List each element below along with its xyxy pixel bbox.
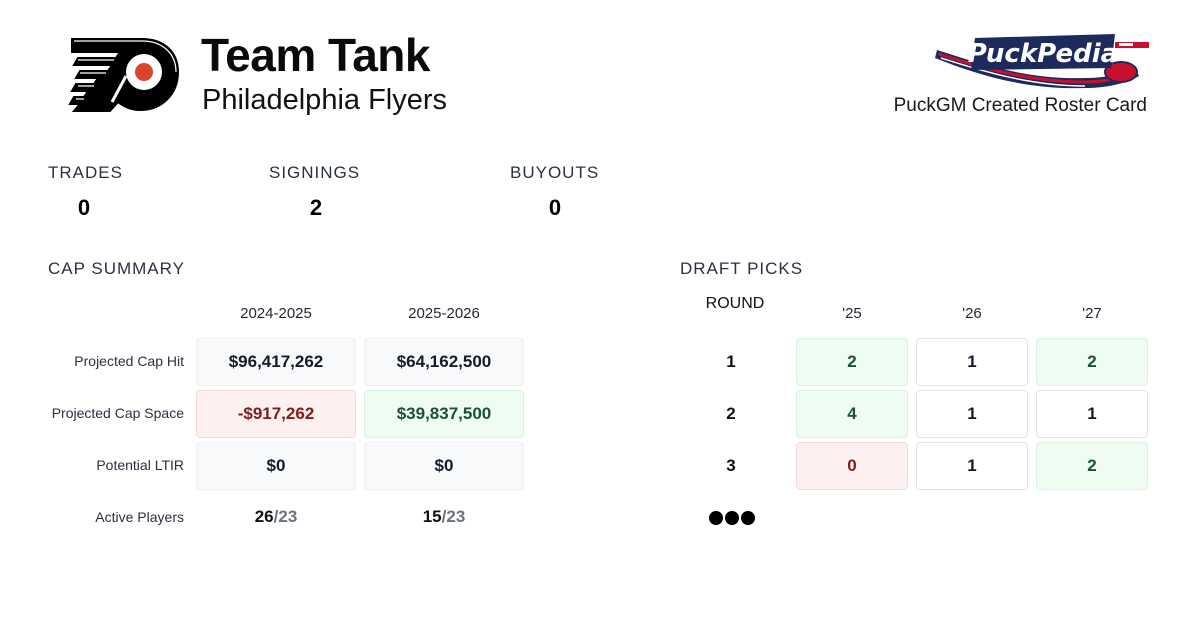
ltir-2025: $0 [364, 442, 524, 490]
season-header: 2024-2025 [240, 305, 312, 322]
flyers-logo-icon [68, 38, 180, 112]
round-number: 3 [726, 456, 736, 475]
pick-r1-25: 2 [796, 338, 908, 386]
ltir-2024: $0 [196, 442, 356, 490]
team-name: Team Tank [201, 29, 430, 81]
signings-label: SIGNINGS [269, 163, 361, 182]
draft-picks-title: DRAFT PICKS [680, 259, 804, 278]
cap-space-2024: -$917,262 [196, 390, 356, 438]
cap-hit-2024: $96,417,262 [196, 338, 356, 386]
team-logo [68, 36, 180, 114]
active-players-2024: 26/23 [196, 507, 356, 527]
active-max: /23 [273, 507, 298, 526]
buyouts-value: 0 [548, 195, 562, 220]
row-label-active-players: Active Players [95, 509, 184, 525]
ellipsis-icon [709, 511, 755, 525]
team-full-name: Philadelphia Flyers [202, 84, 448, 116]
pick-r2-26: 1 [916, 390, 1028, 438]
pick-r3-26: 1 [916, 442, 1028, 490]
trades-value: 0 [77, 195, 91, 220]
active-max: /23 [441, 507, 466, 526]
trades-label: TRADES [48, 163, 123, 182]
row-label-cap-hit: Projected Cap Hit [74, 353, 184, 369]
round-header: ROUND [705, 295, 765, 312]
pick-r3-25: 0 [796, 442, 908, 490]
pick-r3-27: 2 [1036, 442, 1148, 490]
cap-space-2025: $39,837,500 [364, 390, 524, 438]
year-header: '25 [842, 305, 862, 322]
pick-r1-27: 2 [1036, 338, 1148, 386]
active-count: 26 [254, 507, 274, 526]
pick-r2-25: 4 [796, 390, 908, 438]
active-players-2025: 15/23 [364, 507, 524, 527]
pick-r2-27: 1 [1036, 390, 1148, 438]
svg-text:PuckPedia: PuckPedia [968, 39, 1118, 69]
cap-hit-2025: $64,162,500 [364, 338, 524, 386]
round-number: 2 [726, 404, 736, 423]
puckpedia-logo: PuckPedia [935, 28, 1151, 90]
row-label-ltir: Potential LTIR [96, 457, 184, 473]
card-label: PuckGM Created Roster Card [893, 95, 1147, 116]
year-header: '27 [1082, 305, 1102, 322]
hockey-stick-icon: PuckPedia [935, 34, 1149, 89]
signings-value: 2 [309, 195, 323, 220]
round-number: 1 [726, 352, 736, 371]
buyouts-label: BUYOUTS [510, 163, 600, 182]
season-header: 2025-2026 [408, 305, 480, 322]
pick-r1-26: 1 [916, 338, 1028, 386]
row-label-cap-space: Projected Cap Space [51, 405, 184, 421]
year-header: '26 [962, 305, 982, 322]
cap-summary-title: CAP SUMMARY [48, 259, 185, 278]
active-count: 15 [422, 507, 442, 526]
